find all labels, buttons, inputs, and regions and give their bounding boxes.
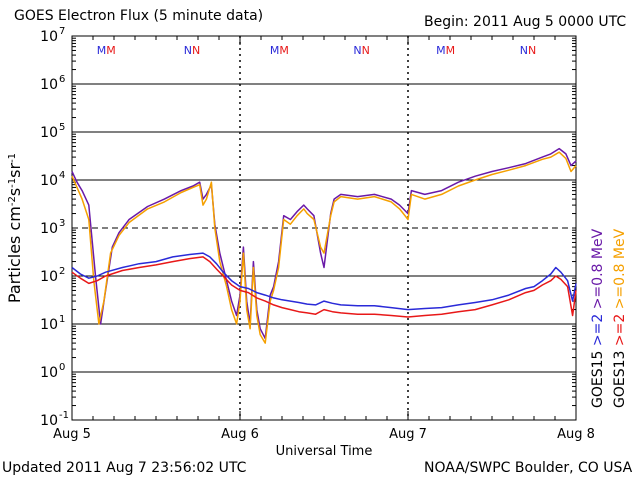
y-tick-exp: 6 [59,74,65,85]
marker-label: N [520,44,528,57]
y-tick-exp: -1 [59,410,69,421]
series-line-0 [71,147,577,340]
x-axis-label: Universal Time [276,444,373,459]
credit-text: NOAA/SWPC Boulder, CO USA [424,460,633,476]
y-tick-exp: 5 [59,122,65,133]
y-tick-label: 10 [40,317,58,333]
series-lines [71,147,577,344]
marker-label: M [97,44,107,57]
y-tick-exp: 2 [59,266,65,277]
y-tick-label: 10 [40,29,58,45]
marker-label: N [192,44,200,57]
y-tick-label: 10 [40,221,58,237]
marker-label: N [362,44,370,57]
y-axis-label: Particles cm-2s-1sr-1 [5,153,24,303]
marker-label: N [184,44,192,57]
legend-entry: GOES13 >=2 >=0.8 MeV [612,228,628,408]
y-tick-exp: 0 [59,362,65,373]
marker-label: M [270,44,280,57]
y-tick-label: 10 [40,77,58,93]
marker-label: M [279,44,289,57]
marker-label: M [436,44,446,57]
y-tick-label: 10 [40,413,58,429]
marker-label: N [528,44,536,57]
series-line-3 [71,256,577,318]
updated-timestamp: Updated 2011 Aug 7 23:56:02 UTC [2,460,247,476]
y-tick-exp: 4 [59,170,65,181]
y-tick-label: 10 [40,173,58,189]
x-tick-label: Aug 6 [221,427,259,442]
x-tick-label: Aug 5 [53,427,91,442]
marker-label: N [353,44,361,57]
legend: GOES15 >=2 >=0.8 MeV GOES13 >=2 >=0.8 MeV [590,228,628,408]
marker-label: M [446,44,456,57]
series-line-1 [71,151,577,344]
begin-date: Begin: 2011 Aug 5 0000 UTC [424,14,627,30]
grid-lines [72,36,576,420]
y-tick-label: 10 [40,269,58,285]
x-tick-label: Aug 8 [557,427,595,442]
series-line-2 [71,252,577,311]
axes [71,35,577,421]
y-tick-exp: 7 [59,26,65,37]
legend-entry: GOES15 >=2 >=0.8 MeV [590,228,606,408]
y-tick-label: 10 [40,365,58,381]
chart-title: GOES Electron Flux (5 minute data) [14,8,264,24]
y-tick-exp: 3 [59,218,65,229]
x-tick-label: Aug 7 [389,427,427,442]
marker-label: M [106,44,116,57]
y-tick-exp: 1 [59,314,65,325]
y-tick-label: 10 [40,125,58,141]
